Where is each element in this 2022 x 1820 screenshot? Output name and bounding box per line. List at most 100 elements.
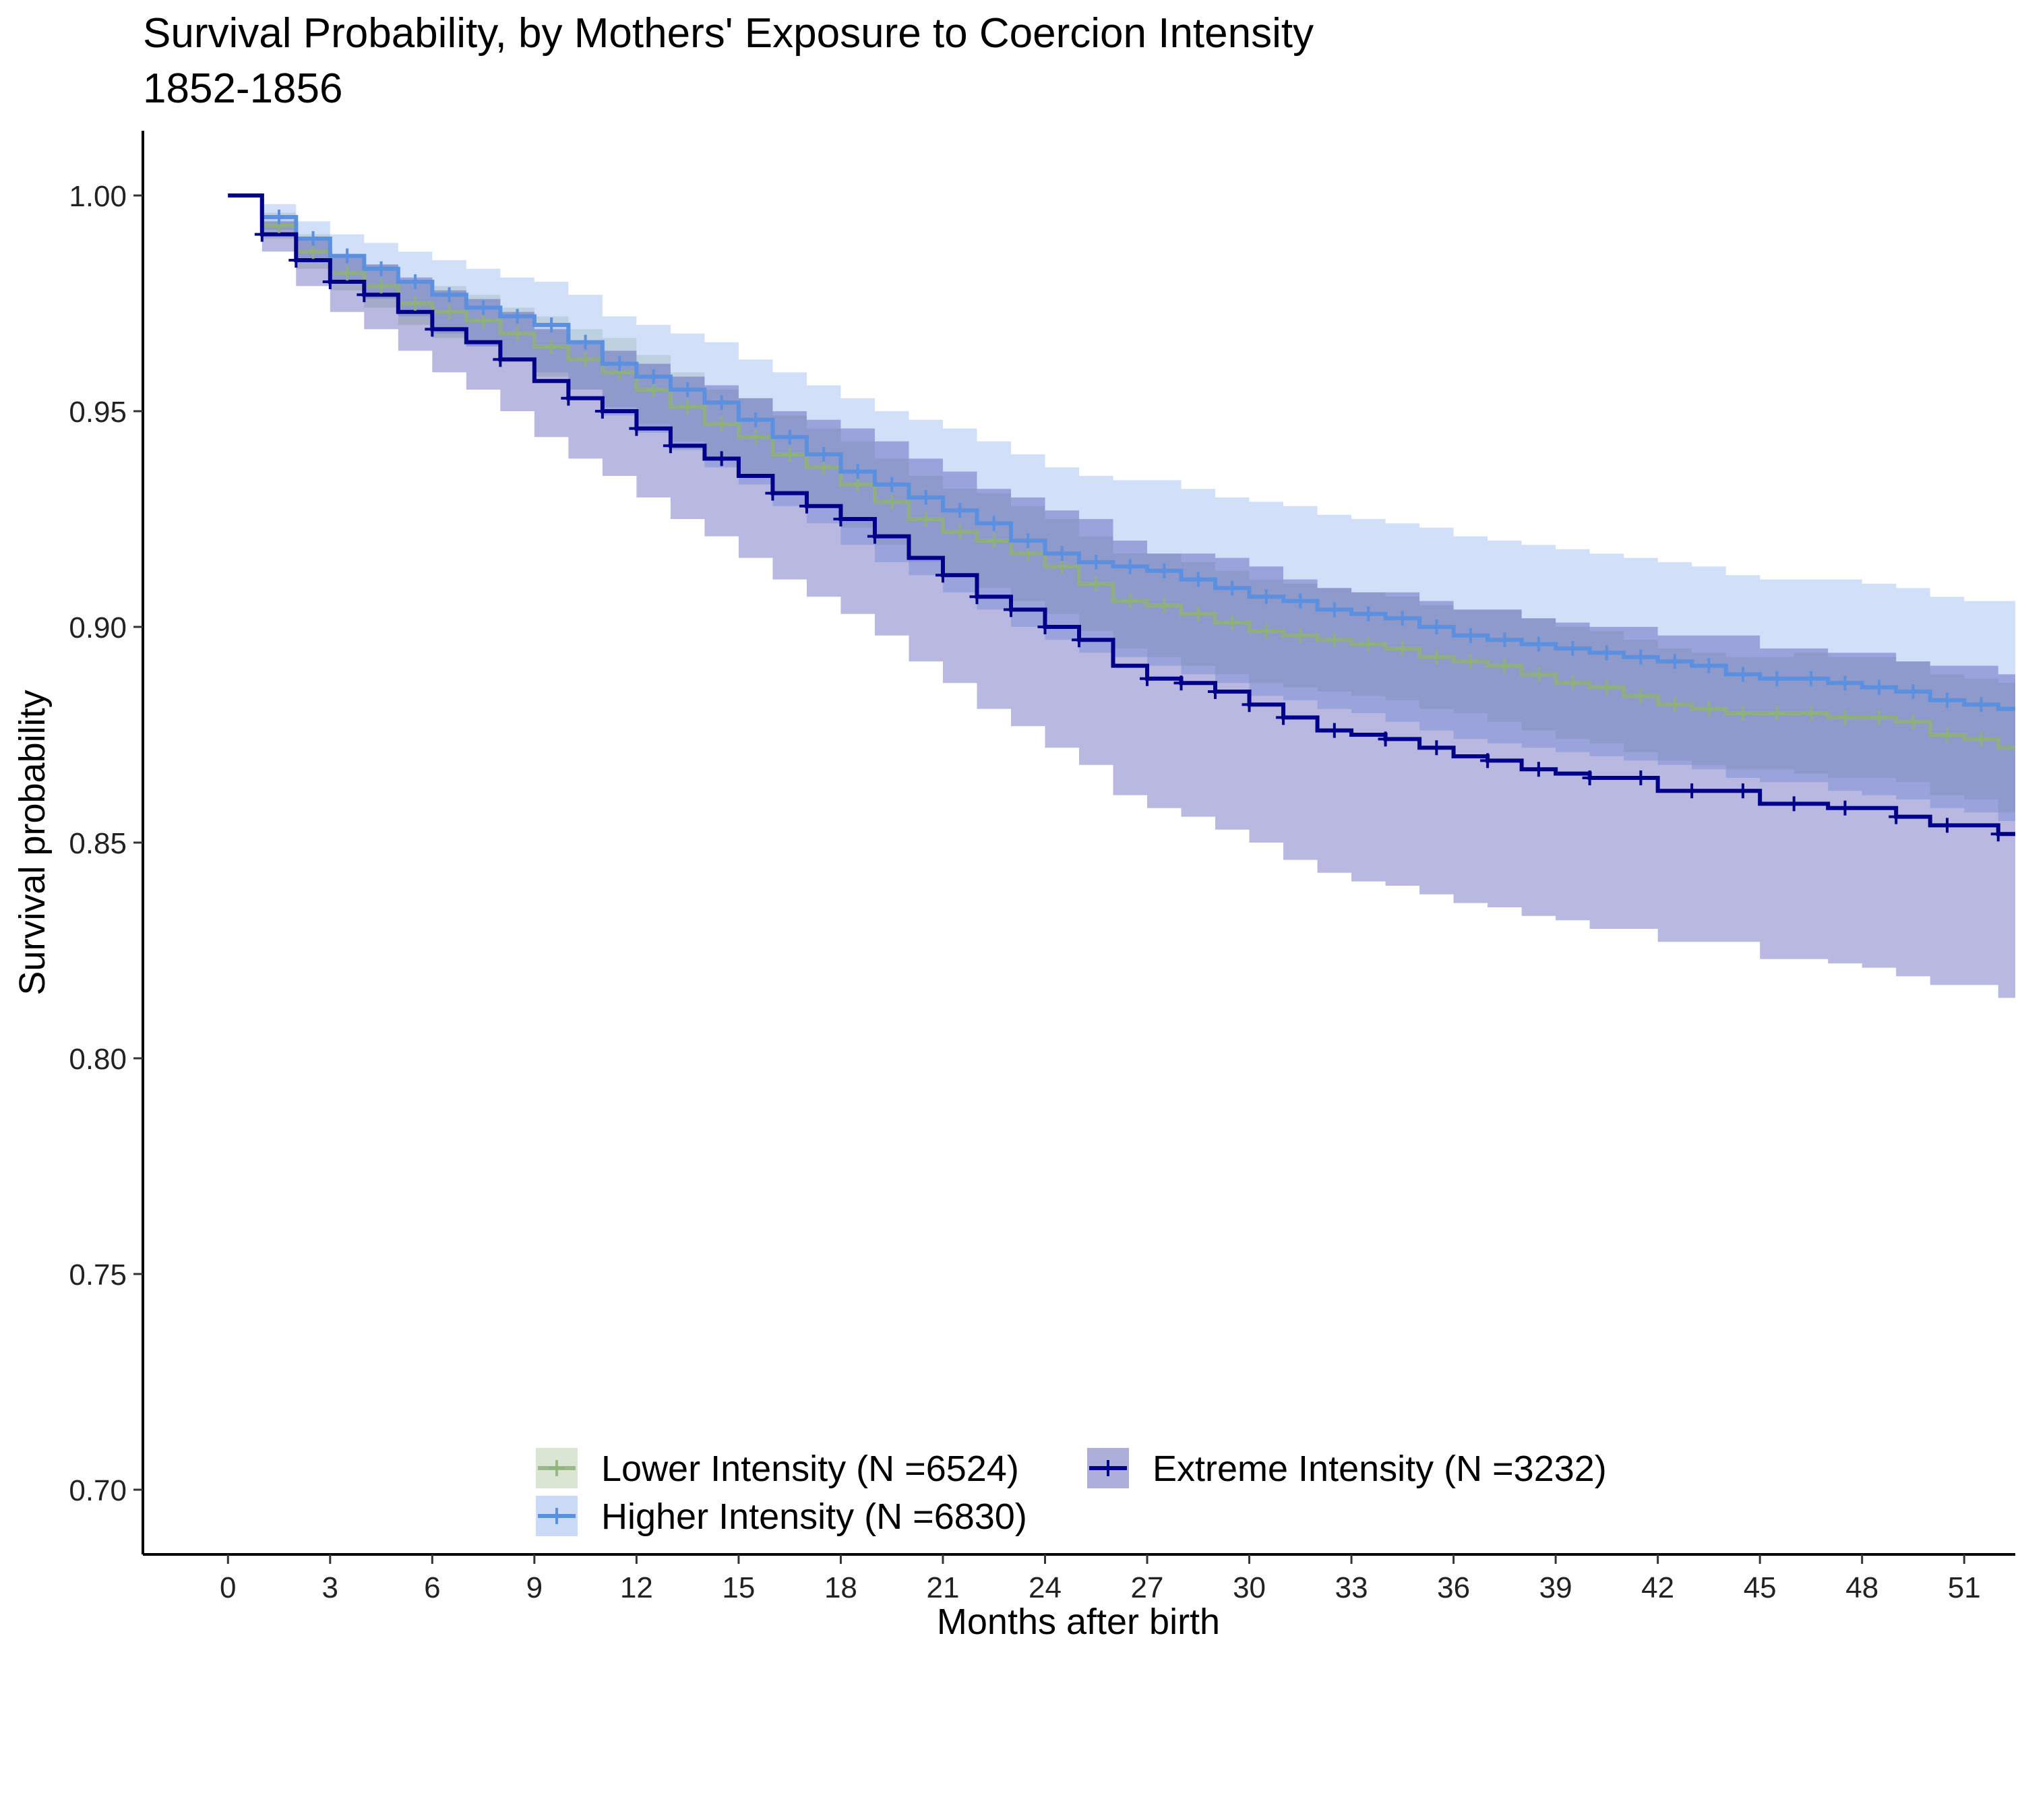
censor-mark: [1633, 649, 1649, 665]
censor-mark: [1769, 671, 1785, 686]
x-tick-label: 12: [620, 1571, 653, 1604]
censor-mark: [833, 512, 849, 526]
censor-mark: [1190, 606, 1206, 621]
censor-mark: [1395, 611, 1410, 626]
censor-mark: [544, 339, 559, 354]
censor-mark: [1208, 684, 1223, 699]
censor-mark: [1429, 649, 1444, 665]
censor-mark: [1089, 576, 1104, 591]
censor-mark: [1429, 619, 1444, 634]
censor-mark: [373, 261, 389, 276]
y-tick-label: 0.90: [69, 611, 127, 644]
confidence-band-2: [228, 195, 2016, 821]
censor-mark: [441, 304, 457, 320]
censor-mark: [1242, 697, 1257, 712]
y-tick-label: 0.85: [69, 827, 127, 860]
legend-label: Extreme Intensity (N =3232): [1153, 1449, 1607, 1489]
censor-mark: [1020, 533, 1036, 548]
censor-mark: [578, 334, 593, 350]
x-tick-label: 51: [1948, 1571, 1981, 1604]
y-axis-ticks: 0.70 0.75 0.80 0.85 0.90 0.95 1.00: [69, 180, 143, 1507]
censor-mark: [1497, 658, 1512, 673]
censor-mark: [714, 417, 729, 432]
censor-mark: [1599, 679, 1614, 695]
censor-mark: [340, 266, 355, 281]
censor-mark: [1037, 619, 1053, 634]
censor-mark: [425, 322, 440, 337]
censor-mark: [1667, 697, 1682, 712]
chart-title: Survival Probability, by Mothers' Exposu…: [143, 10, 1314, 57]
x-tick-label: 21: [926, 1571, 959, 1604]
survival-curve-1: [228, 193, 2015, 750]
y-tick-label: 1.00: [69, 180, 127, 213]
chart-subtitle: 1852-1856: [143, 65, 343, 112]
censor-mark: [1735, 783, 1750, 799]
censor-mark: [986, 533, 1002, 548]
censor-mark: [1072, 632, 1086, 648]
x-tick-label: 36: [1437, 1571, 1470, 1604]
censor-mark: [441, 287, 457, 303]
censor-mark: [1939, 818, 1955, 833]
censor-mark: [1905, 684, 1921, 699]
censor-mark: [1871, 679, 1887, 695]
confidence-band-3: [228, 195, 2016, 998]
censor-mark: [1157, 563, 1172, 578]
censor-mark: [1599, 645, 1614, 661]
censor-mark: [561, 390, 576, 406]
censor-mark: [510, 326, 525, 341]
censor-mark: [1565, 675, 1581, 691]
censor-mark: [969, 589, 985, 605]
censor-mark: [646, 382, 661, 397]
x-tick-label: 18: [824, 1571, 857, 1604]
censor-mark: [1122, 593, 1138, 609]
x-tick-label: 33: [1335, 1571, 1368, 1604]
x-tick-label: 42: [1641, 1571, 1674, 1604]
censor-mark: [594, 404, 610, 419]
censor-mark: [867, 528, 882, 544]
legend-censor-mark: [1100, 1460, 1116, 1476]
censor-mark: [799, 498, 814, 514]
censor-mark: [1973, 697, 1989, 712]
censor-mark: [646, 369, 661, 384]
censor-mark: [1803, 671, 1818, 686]
confidence-band-1: [228, 195, 2016, 813]
censor-mark: [1190, 572, 1206, 587]
y-tick-label: 0.95: [69, 396, 127, 429]
censor-mark: [629, 421, 644, 436]
censor-mark: [1054, 559, 1070, 574]
y-tick-label: 0.70: [69, 1474, 127, 1507]
censor-mark: [1531, 667, 1546, 682]
censor-mark: [1293, 628, 1308, 643]
censor-mark: [612, 356, 627, 371]
censor-marks: [254, 210, 2006, 842]
censor-mark: [918, 490, 933, 505]
censor-mark: [1140, 671, 1155, 686]
censor-mark: [1157, 598, 1172, 613]
censor-mark: [476, 300, 491, 315]
censor-mark: [357, 287, 372, 303]
censor-mark: [816, 447, 832, 462]
censor-mark: [952, 503, 968, 518]
censor-mark: [1258, 624, 1274, 639]
x-tick-label: 6: [424, 1571, 440, 1604]
censor-mark: [322, 274, 338, 289]
legend-item-2: Higher Intensity (N =6830): [536, 1496, 1027, 1537]
censor-mark: [1293, 593, 1308, 609]
censor-mark: [1173, 675, 1189, 691]
y-tick-label: 0.75: [69, 1258, 127, 1292]
legend-censor-mark: [549, 1508, 565, 1524]
x-tick-label: 0: [220, 1571, 236, 1604]
censor-mark: [1054, 546, 1070, 562]
censor-mark: [1326, 602, 1342, 617]
censor-mark: [1939, 692, 1955, 708]
censor-mark: [782, 447, 797, 462]
censor-mark: [305, 231, 321, 246]
censor-mark: [1837, 710, 1853, 725]
censor-mark: [1735, 706, 1750, 721]
x-tick-label: 30: [1233, 1571, 1266, 1604]
censor-mark: [1258, 589, 1274, 605]
legend-label: Higher Intensity (N =6830): [601, 1496, 1027, 1537]
censor-mark: [1225, 615, 1240, 630]
